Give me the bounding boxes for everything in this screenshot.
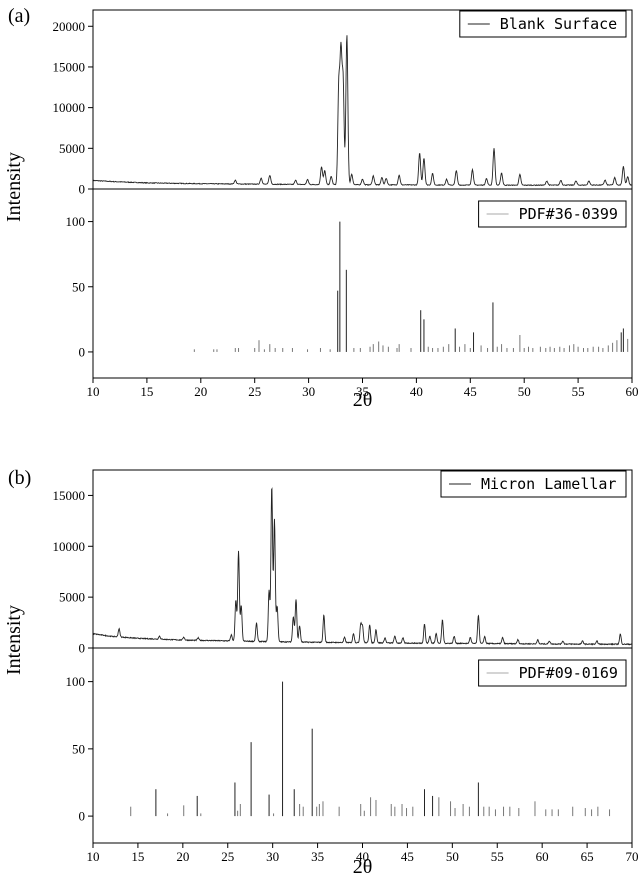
x-axis-label: 2θ — [353, 856, 373, 878]
y-tick-label: 0 — [79, 809, 86, 824]
y-tick-label: 0 — [79, 182, 86, 197]
y-tick-label: 5000 — [59, 141, 85, 156]
x-tick-label: 30 — [302, 384, 315, 399]
x-tick-label: 40 — [356, 849, 369, 864]
y-tick-label: 50 — [72, 741, 85, 756]
legend-label: Blank Surface — [500, 15, 617, 33]
y-tick-label: 15000 — [53, 59, 86, 74]
x-tick-label: 60 — [536, 849, 549, 864]
y-tick-label: 10000 — [53, 539, 86, 554]
x-tick-label: 50 — [446, 849, 459, 864]
y-tick-label: 0 — [79, 641, 86, 656]
x-axis-label: 2θ — [353, 389, 373, 411]
y-tick-label: 50 — [72, 279, 85, 294]
legend: Blank Surface — [459, 10, 627, 38]
y-tick-label: 20000 — [53, 19, 86, 34]
legend: Micron Lamellar — [440, 470, 627, 498]
legend-label: PDF#09-0169 — [519, 664, 618, 682]
series-line — [92, 487, 633, 646]
x-tick-label: 55 — [572, 384, 585, 399]
x-tick-label: 35 — [356, 384, 369, 399]
x-tick-label: 50 — [518, 384, 531, 399]
legend: PDF#36-0399 — [478, 200, 627, 228]
x-tick-label: 15 — [140, 384, 153, 399]
y-tick-label: 100 — [66, 674, 86, 689]
x-tick-label: 10 — [87, 384, 100, 399]
x-tick-label: 25 — [221, 849, 234, 864]
panel-label: (b) — [8, 467, 31, 489]
x-tick-label: 15 — [131, 849, 144, 864]
y-tick-label: 15000 — [53, 488, 86, 503]
x-tick-label: 70 — [626, 849, 639, 864]
x-tick-label: 20 — [194, 384, 207, 399]
x-tick-label: 10 — [87, 849, 100, 864]
y-axis-label: Intensity — [3, 152, 25, 222]
legend-box — [440, 470, 627, 498]
chart-panel-a: 0 5000 10000 15000 20000 Blank Surface Intensi… — [3, 5, 639, 411]
legend: PDF#09-0169 — [478, 659, 627, 687]
x-tick-label: 45 — [464, 384, 477, 399]
y-tick-label: 10000 — [53, 100, 86, 115]
x-tick-label: 20 — [176, 849, 189, 864]
legend-label: Micron Lamellar — [481, 475, 616, 493]
y-tick-label: 100 — [66, 214, 86, 229]
y-axis-label: Intensity — [3, 605, 25, 675]
x-tick-label: 30 — [266, 849, 279, 864]
x-tick-label: 65 — [581, 849, 594, 864]
legend-label: PDF#36-0399 — [519, 205, 618, 223]
panel-label: (a) — [8, 5, 30, 27]
chart-panel-b: 0 5000 10000 15000 Micron Lamellar Intensity 0… — [3, 467, 639, 878]
y-tick-label: 5000 — [59, 590, 85, 605]
x-tick-label: 35 — [311, 849, 324, 864]
x-tick-label: 40 — [410, 384, 423, 399]
x-tick-label: 45 — [401, 849, 414, 864]
x-tick-label: 25 — [248, 384, 261, 399]
series-line — [92, 35, 633, 187]
x-tick-label: 55 — [491, 849, 504, 864]
x-tick-label: 60 — [626, 384, 639, 399]
y-tick-label: 0 — [79, 344, 86, 359]
